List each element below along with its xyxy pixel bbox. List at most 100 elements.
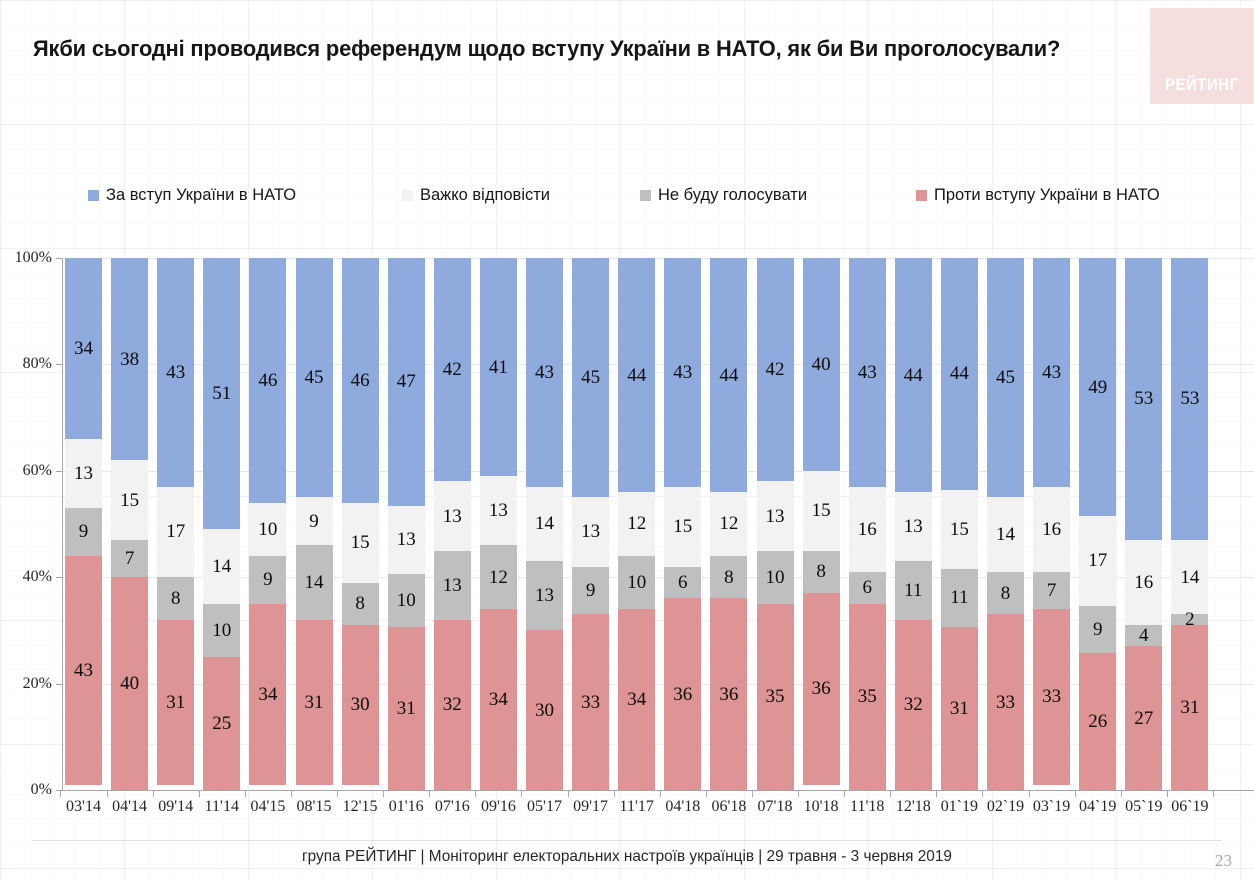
bar-stack[interactable]: 47 13 10 31 bbox=[387, 258, 425, 790]
bar-segment[interactable]: 13 bbox=[526, 561, 563, 631]
bar-segment[interactable]: 8 bbox=[157, 577, 195, 620]
bar-segment[interactable]: 13 bbox=[894, 492, 932, 562]
bar-segment[interactable]: 9 bbox=[572, 566, 610, 615]
bar-segment[interactable]: 14 bbox=[203, 529, 241, 604]
bar-segment[interactable]: 34 bbox=[249, 603, 287, 785]
bar-stack[interactable]: 44 13 11 32 bbox=[894, 258, 932, 790]
bar-segment[interactable]: 27 bbox=[1125, 646, 1163, 790]
bar-segment[interactable]: 31 bbox=[940, 626, 978, 790]
bar-segment[interactable]: 38 bbox=[111, 258, 149, 461]
bar-stack[interactable]: 45 13 9 33 bbox=[572, 258, 610, 790]
bar-segment[interactable]: 51 bbox=[203, 258, 241, 530]
bar-segment[interactable]: 10 bbox=[249, 502, 287, 556]
bar-stack[interactable]: 34 13 9 43 bbox=[65, 258, 102, 790]
bar-segment[interactable]: 36 bbox=[664, 598, 702, 790]
bar-segment[interactable]: 47 bbox=[387, 258, 425, 506]
legend-item-1[interactable]: Важко відповісти bbox=[402, 186, 550, 205]
bar-segment[interactable]: 34 bbox=[618, 609, 656, 790]
bar-segment[interactable]: 26 bbox=[1079, 653, 1117, 791]
bar-segment[interactable]: 9 bbox=[1079, 605, 1117, 654]
bar-segment[interactable]: 13 bbox=[756, 481, 794, 551]
bar-segment[interactable]: 9 bbox=[295, 497, 333, 546]
bar-segment[interactable]: 13 bbox=[433, 550, 471, 620]
bar-stack[interactable]: 40 15 8 36 bbox=[802, 258, 840, 790]
bar-stack[interactable]: 53 16 4 27 bbox=[1125, 258, 1163, 790]
bar-stack[interactable]: 43 14 13 30 bbox=[526, 258, 563, 790]
bar-segment[interactable]: 15 bbox=[802, 470, 840, 551]
bar-segment[interactable]: 9 bbox=[249, 555, 287, 604]
bar-segment[interactable]: 9 bbox=[65, 508, 102, 556]
bar-segment[interactable]: 43 bbox=[65, 555, 102, 785]
bar-segment[interactable]: 40 bbox=[111, 577, 149, 790]
bar-segment[interactable]: 15 bbox=[111, 460, 149, 540]
bar-segment[interactable]: 32 bbox=[894, 619, 932, 790]
bar-segment[interactable]: 10 bbox=[618, 555, 656, 610]
legend-item-2[interactable]: Не буду голосувати bbox=[640, 186, 807, 205]
bar-stack[interactable]: 42 13 10 35 bbox=[756, 258, 794, 790]
bar-segment[interactable]: 14 bbox=[987, 497, 1024, 572]
bar-segment[interactable]: 4 bbox=[1125, 625, 1163, 647]
bar-segment[interactable]: 40 bbox=[802, 258, 840, 471]
bar-segment[interactable]: 30 bbox=[341, 625, 379, 785]
bar-segment[interactable]: 31 bbox=[1171, 625, 1209, 790]
bar-segment[interactable]: 32 bbox=[433, 619, 471, 790]
bar-segment[interactable]: 8 bbox=[341, 582, 379, 626]
bar-stack[interactable]: 53 14 2 31 bbox=[1171, 258, 1209, 790]
bar-segment[interactable]: 7 bbox=[1033, 571, 1071, 610]
bar-segment[interactable]: 25 bbox=[203, 656, 241, 790]
bar-segment[interactable]: 34 bbox=[65, 258, 102, 439]
bar-segment[interactable]: 11 bbox=[894, 561, 932, 620]
bar-segment[interactable]: 49 bbox=[1079, 258, 1117, 517]
bar-stack[interactable]: 43 17 8 31 bbox=[157, 258, 195, 790]
bar-stack[interactable]: 43 15 6 36 bbox=[664, 258, 702, 790]
bar-segment[interactable]: 13 bbox=[387, 505, 425, 575]
bar-segment[interactable]: 14 bbox=[526, 486, 563, 562]
bar-segment[interactable]: 31 bbox=[157, 619, 195, 785]
bar-segment[interactable]: 43 bbox=[848, 258, 886, 487]
bar-segment[interactable]: 44 bbox=[894, 258, 932, 493]
bar-segment[interactable]: 46 bbox=[341, 258, 379, 503]
bar-segment[interactable]: 2 bbox=[1171, 610, 1209, 629]
bar-segment[interactable]: 16 bbox=[848, 486, 886, 572]
bar-segment[interactable]: 45 bbox=[987, 258, 1024, 498]
bar-segment[interactable]: 13 bbox=[572, 497, 610, 567]
bar-segment[interactable]: 7 bbox=[111, 539, 149, 578]
bar-segment[interactable]: 34 bbox=[479, 609, 517, 790]
bar-stack[interactable]: 51 14 10 25 bbox=[203, 258, 241, 790]
bar-segment[interactable]: 6 bbox=[848, 571, 886, 604]
bar-segment[interactable]: 17 bbox=[1079, 516, 1117, 606]
bar-stack[interactable]: 44 12 8 36 bbox=[710, 258, 748, 790]
bar-segment[interactable]: 46 bbox=[249, 258, 287, 503]
bar-stack[interactable]: 45 9 14 31 bbox=[295, 258, 333, 790]
bar-segment[interactable]: 10 bbox=[756, 550, 794, 604]
bar-segment[interactable]: 43 bbox=[664, 258, 702, 487]
bar-segment[interactable]: 16 bbox=[1125, 539, 1163, 626]
bar-segment[interactable]: 16 bbox=[1033, 486, 1071, 572]
bar-segment[interactable]: 45 bbox=[295, 258, 333, 498]
bar-segment[interactable]: 10 bbox=[387, 574, 425, 627]
bar-stack[interactable]: 44 15 11 31 bbox=[940, 258, 978, 790]
bar-segment[interactable]: 15 bbox=[341, 502, 379, 583]
bar-segment[interactable]: 35 bbox=[848, 603, 886, 790]
bar-segment[interactable]: 33 bbox=[1033, 609, 1071, 785]
bar-segment[interactable]: 8 bbox=[710, 555, 748, 599]
bar-segment[interactable]: 43 bbox=[526, 258, 563, 487]
bar-segment[interactable]: 6 bbox=[664, 566, 702, 599]
bar-segment[interactable]: 12 bbox=[479, 545, 517, 610]
bar-segment[interactable]: 11 bbox=[940, 568, 978, 627]
bar-segment[interactable]: 13 bbox=[479, 476, 517, 546]
bar-segment[interactable]: 43 bbox=[157, 258, 195, 487]
bar-segment[interactable]: 33 bbox=[987, 614, 1024, 790]
bar-segment[interactable]: 33 bbox=[572, 614, 610, 790]
bar-segment[interactable]: 13 bbox=[65, 438, 102, 509]
legend-item-0[interactable]: За вступ України в НАТО bbox=[88, 186, 296, 205]
bar-stack[interactable]: 45 14 8 33 bbox=[987, 258, 1024, 790]
bar-segment[interactable]: 53 bbox=[1125, 258, 1163, 540]
bar-segment[interactable]: 36 bbox=[710, 598, 748, 790]
bar-stack[interactable]: 49 17 9 26 bbox=[1079, 258, 1117, 791]
bar-segment[interactable]: 42 bbox=[433, 258, 471, 482]
bar-segment[interactable]: 15 bbox=[940, 489, 978, 569]
bar-segment[interactable]: 53 bbox=[1171, 258, 1209, 540]
bar-segment[interactable]: 31 bbox=[295, 619, 333, 785]
bar-segment[interactable]: 10 bbox=[203, 603, 241, 657]
